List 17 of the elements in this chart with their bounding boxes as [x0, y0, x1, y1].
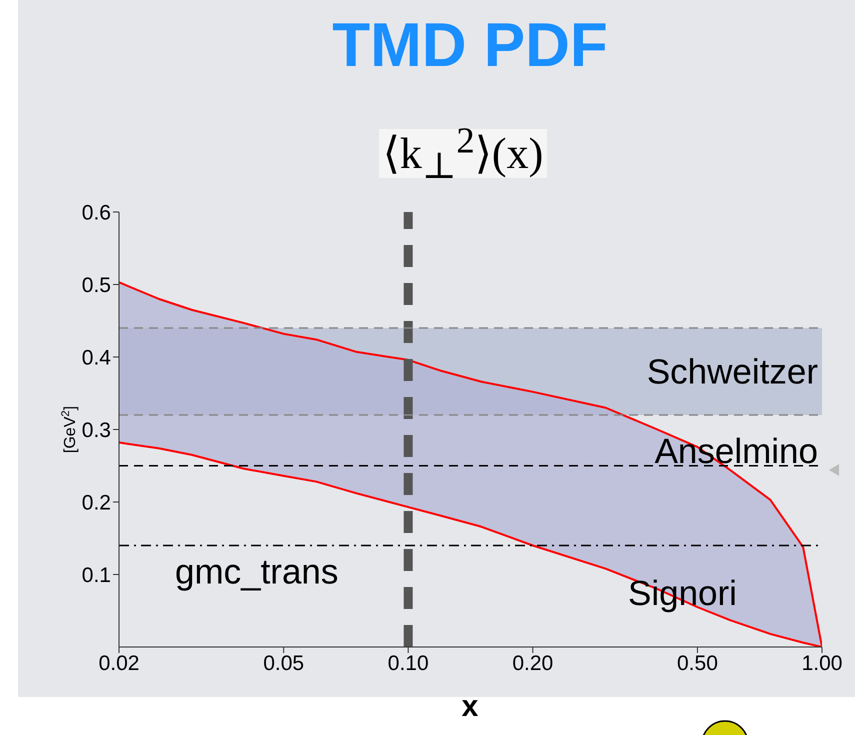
x-tick-label: 0.02	[98, 652, 140, 675]
y-tick-label: 0.5	[82, 274, 111, 297]
x-tick-label: 0.50	[677, 652, 718, 675]
y-tick-label: 0.1	[82, 564, 111, 587]
x-tick-label: 1.00	[802, 652, 842, 675]
y-tick-label: 0.2	[82, 491, 111, 514]
ref-line-label: gmc_trans	[175, 552, 338, 592]
y-tick-label: 0.6	[82, 201, 111, 224]
chart-title: TMD PDF	[331, 10, 609, 81]
x-tick-label: 0.05	[263, 652, 304, 675]
chart-subtitle: ⟨k$_{⊥}$$^{2}$⟩(x)	[382, 119, 544, 186]
band-label: Schweitzer	[646, 352, 818, 392]
x-axis-title: x	[460, 690, 480, 724]
y-tick-label: 0.3	[82, 418, 111, 442]
x-tick-label: 0.10	[388, 652, 429, 675]
x-tick-label: 0.20	[512, 652, 554, 675]
y-tick-label: 0.4	[82, 346, 112, 370]
